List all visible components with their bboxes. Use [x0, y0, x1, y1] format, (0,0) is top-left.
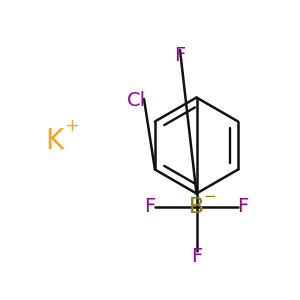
Text: F: F [144, 197, 156, 217]
Text: +: + [64, 117, 80, 135]
Text: Cl: Cl [127, 91, 146, 110]
Text: F: F [191, 247, 202, 266]
Text: −: − [204, 189, 216, 204]
Text: F: F [174, 46, 186, 65]
Text: F: F [237, 197, 249, 217]
Text: K: K [45, 127, 63, 155]
Text: B: B [189, 197, 204, 217]
